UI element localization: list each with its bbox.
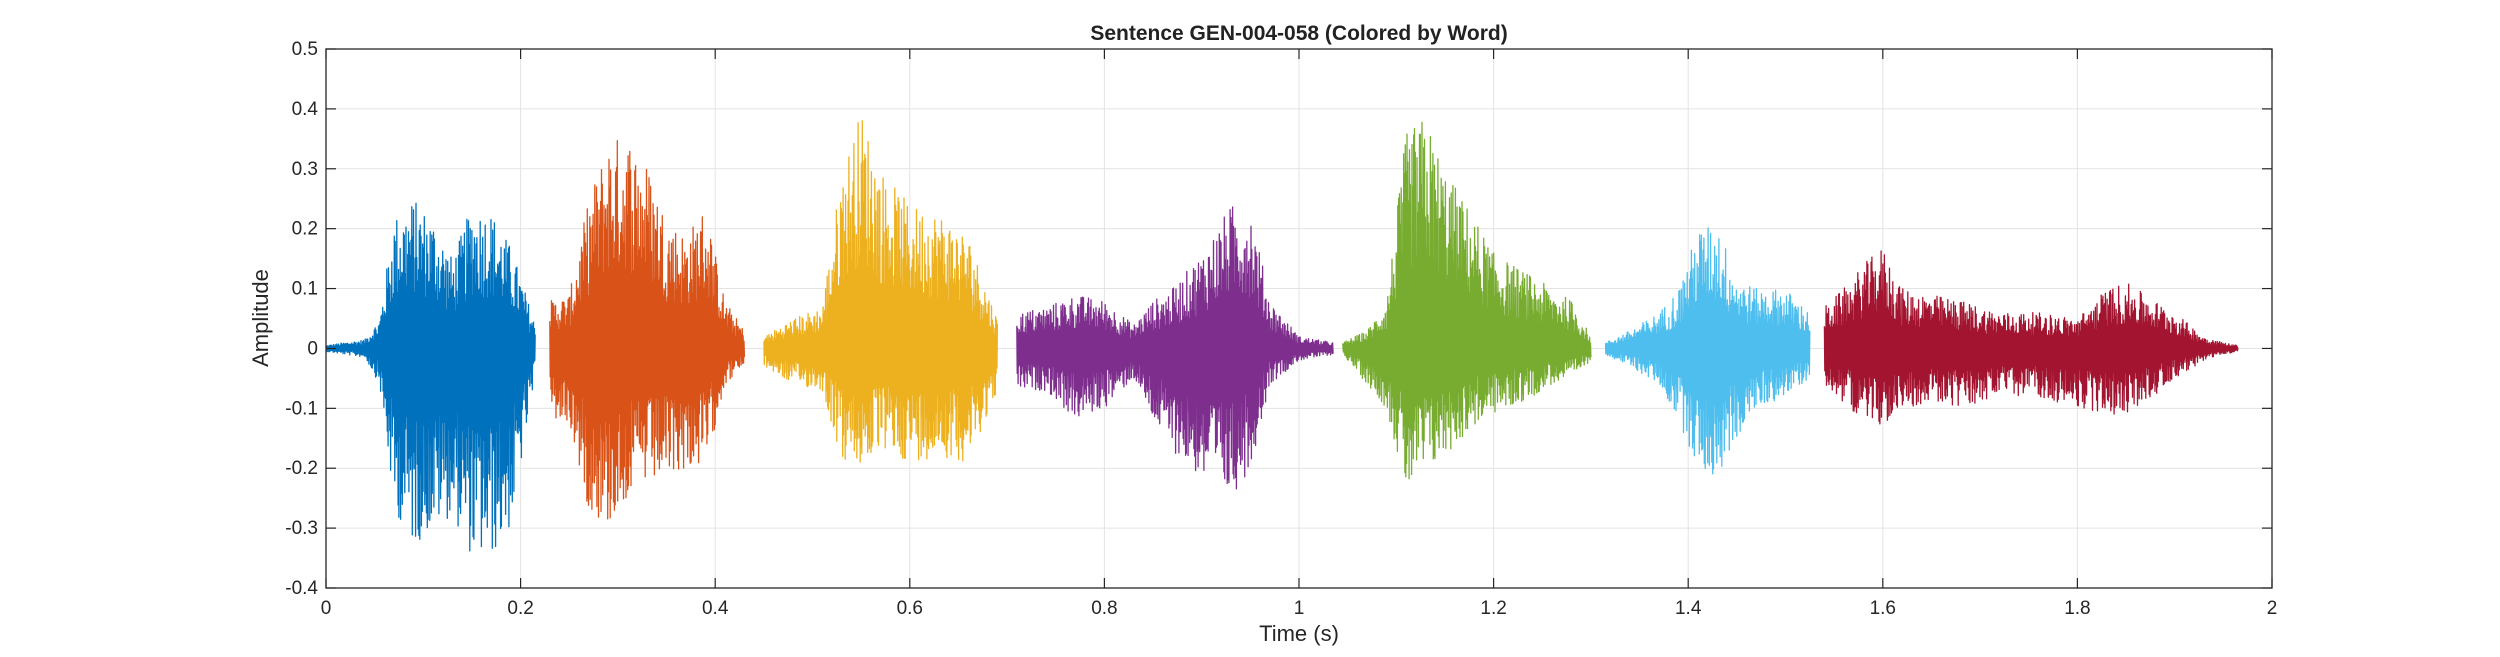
x-tick-label: 1.2 (1480, 598, 1506, 619)
axis-ticks: 0 0.2 0.4 0.6 0.8 1 1.2 1.4 1.6 1.8 2 -0.4 -0.3 -0.2 -… (285, 39, 2277, 619)
word-waveform-4 (1016, 206, 1334, 490)
x-tick-label: 0.8 (1091, 598, 1117, 619)
y-tick-label: 0.4 (292, 99, 319, 120)
y-tick-label: 0.2 (292, 219, 318, 240)
x-axis-label: Time (s) (1259, 621, 1339, 646)
x-tick-label: 2 (2267, 598, 2278, 619)
x-tick-label: 1.6 (1870, 598, 1896, 619)
x-tick-label: 0.6 (897, 598, 923, 619)
chart-title: Sentence GEN-004-058 (Colored by Word) (1090, 22, 1507, 45)
y-tick-label: -0.3 (285, 518, 318, 539)
y-tick-label: 0.1 (292, 279, 318, 300)
x-tick-label: 1.8 (2064, 598, 2090, 619)
x-tick-label: 1 (1294, 598, 1305, 619)
word-waveform-1 (325, 202, 536, 552)
x-tick-label: 0.4 (702, 598, 729, 619)
y-axis-label: Amplitude (248, 269, 273, 367)
waveform-series (325, 120, 2239, 552)
x-tick-label: 0 (321, 598, 332, 619)
x-tick-label: 1.4 (1675, 598, 1702, 619)
y-tick-label: 0.3 (292, 159, 318, 180)
word-waveform-2 (549, 139, 746, 520)
y-tick-label: 0 (307, 338, 318, 359)
word-waveform-7 (1823, 250, 2239, 425)
word-waveform-3 (763, 120, 999, 463)
y-tick-label: -0.2 (285, 458, 318, 479)
word-waveform-6 (1604, 227, 1811, 475)
y-tick-label: -0.1 (285, 398, 318, 419)
y-tick-label: -0.4 (285, 578, 318, 599)
word-waveform-5 (1342, 121, 1592, 480)
x-tick-label: 0.2 (507, 598, 533, 619)
y-tick-label: 0.5 (292, 39, 318, 60)
